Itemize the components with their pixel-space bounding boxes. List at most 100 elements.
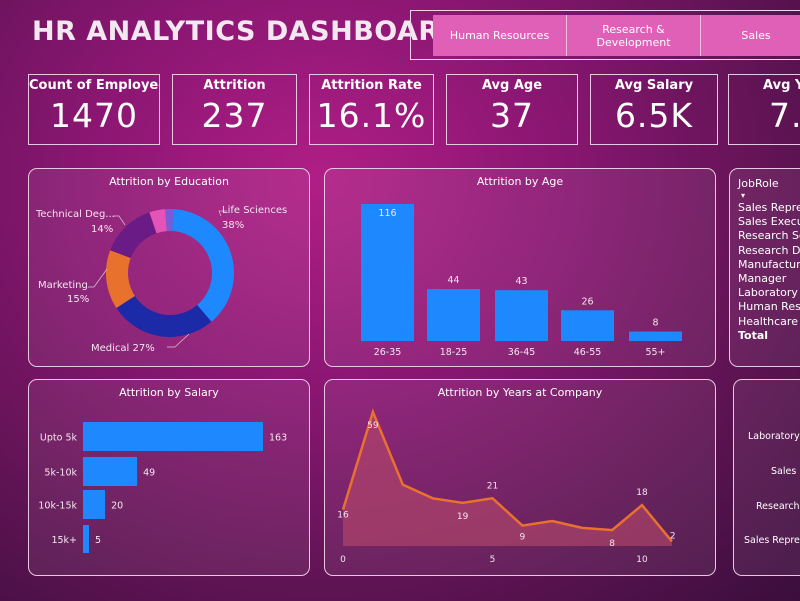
salary-category-label: 15k+ — [51, 535, 77, 546]
jobrole-list: Sales Repres Sales Execut Research Sc Re… — [738, 201, 800, 343]
bottom-right-label: Sales E — [771, 466, 800, 477]
donut-slice-other — [149, 209, 167, 234]
list-item[interactable]: Sales Repres — [738, 201, 800, 214]
education-panel: Attrition by Education Life Sciences 38%… — [28, 168, 310, 367]
department-slicer: Human Resources Research & Development S… — [410, 10, 800, 60]
salary-bar-value: 49 — [143, 468, 155, 479]
age-panel: Attrition by Age 116 26-35 44 18-25 43 36-45 2… — [324, 168, 716, 367]
age-category-label: 18-25 — [440, 347, 468, 358]
age-category-label: 55+ — [645, 347, 665, 358]
list-item[interactable]: Laboratory T — [738, 286, 800, 300]
years-point-label: 19 — [457, 512, 469, 522]
age-bar-36-45 — [495, 290, 548, 341]
donut-slice-human-resources — [165, 209, 174, 232]
bottom-right-label: Research — [756, 501, 800, 512]
salary-chart-title: Attrition by Salary — [119, 386, 219, 399]
salary-bar-15k+ — [83, 525, 89, 553]
slicer-sales[interactable]: Sales — [701, 15, 800, 56]
label-technical-degree: Technical Deg... — [35, 209, 115, 220]
age-bar-value: 26 — [581, 296, 593, 307]
kpi-avg-salary: Avg Salary 6.5K — [590, 74, 718, 145]
salary-category-label: 10k-15k — [38, 501, 77, 512]
education-chart-title: Attrition by Education — [109, 175, 229, 188]
kpi-value: 7.0 — [769, 96, 800, 135]
years-point-label: 2 — [670, 531, 676, 541]
leader-line-marketing — [88, 268, 108, 288]
kpi-label: Avg Salary — [614, 78, 694, 93]
jobrole-header[interactable]: JobRole — [738, 177, 779, 190]
sort-caret-icon[interactable]: ▾ — [741, 191, 746, 200]
age-category-label: 26-35 — [374, 347, 402, 358]
donut-slice-medical — [116, 295, 212, 337]
age-bar-26-35 — [361, 204, 414, 341]
salary-category-label: 5k-10k — [44, 468, 77, 479]
list-item[interactable]: Research Sc — [738, 229, 800, 243]
label-marketing: Marketing — [38, 280, 88, 291]
leader-line-tech — [113, 215, 126, 226]
years-point-label: 8 — [609, 539, 615, 549]
list-item[interactable]: Healthcare R — [738, 314, 800, 328]
bottom-right-panel: Laboratory Sales E Research Sales Repres — [733, 379, 800, 576]
jobrole-panel: JobRole ▾ Sales Repres Sales Execut Rese… — [729, 168, 800, 367]
donut-slice-technical-degree — [110, 212, 157, 259]
bottom-right-label: Laboratory — [748, 431, 800, 442]
salary-bar-value: 163 — [269, 433, 287, 444]
age-bar-18-25 — [427, 289, 480, 341]
salary-bar-value: 20 — [111, 501, 123, 512]
age-bar-chart: 116 26-35 44 18-25 43 36-45 26 46-55 8 55+ — [361, 204, 682, 358]
age-bar-value: 44 — [447, 275, 459, 286]
label-medical: Medical 27% — [91, 343, 155, 354]
years-panel: Attrition by Years at Company 16 59 19 21 9 8… — [324, 379, 716, 576]
years-chart-title: Attrition by Years at Company — [437, 386, 603, 399]
years-point-label: 59 — [367, 421, 379, 431]
list-item[interactable]: Sales Execut — [738, 215, 800, 229]
years-area-chart: 16 59 19 21 9 8 18 2 0 5 10 — [337, 408, 676, 565]
salary-category-label: Upto 5k — [40, 433, 78, 444]
list-item[interactable]: Manager — [738, 272, 787, 286]
years-x-tick: 0 — [340, 555, 346, 565]
salary-bar-5k-10k — [83, 457, 138, 486]
slicer-human-resources[interactable]: Human Resources — [433, 15, 567, 56]
slicer-research-development[interactable]: Research & Development — [567, 15, 701, 56]
kpi-label: Avg Age — [481, 78, 543, 93]
label-technical-degree-pct: 14% — [91, 224, 113, 235]
kpi-avg-years: Avg Ye 7.0 — [728, 74, 800, 145]
years-point-label: 21 — [487, 481, 498, 491]
kpi-attrition-rate: Attrition Rate 16.1% — [309, 74, 434, 145]
donut-slice-life-sciences — [172, 209, 234, 322]
kpi-label: Avg Ye — [763, 78, 800, 93]
dashboard-title: HR ANALYTICS DASHBOARD — [32, 16, 463, 47]
salary-bar-chart: Upto 5k 163 5k-10k 49 10k-15k 20 15k+ 5 — [38, 422, 287, 553]
kpi-value: 1470 — [50, 96, 138, 135]
age-chart-title: Attrition by Age — [476, 175, 564, 188]
salary-bar-10k-15k — [83, 490, 106, 519]
age-bar-value: 116 — [378, 208, 396, 219]
age-bar-value: 43 — [515, 276, 527, 287]
years-point-label: 9 — [520, 533, 526, 543]
leader-line-life — [218, 210, 227, 217]
label-marketing-pct: 15% — [67, 294, 89, 305]
years-point-label: 18 — [636, 488, 648, 498]
salary-bar-value: 5 — [95, 535, 101, 546]
kpi-label: Count of Employee — [29, 78, 160, 93]
years-x-tick: 5 — [490, 555, 496, 565]
list-item[interactable]: Human Reso — [738, 300, 800, 314]
years-area-fill — [343, 412, 672, 546]
label-life-sciences: Life Sciences — [222, 205, 287, 216]
age-bar-46-55 — [561, 310, 614, 341]
years-x-tick: 10 — [636, 555, 648, 565]
years-point-label: 16 — [337, 511, 349, 521]
age-bar-value: 8 — [652, 318, 658, 329]
kpi-value: 6.5K — [614, 96, 694, 135]
years-line — [341, 408, 673, 543]
label-life-sciences-pct: 38% — [222, 220, 244, 231]
kpi-count-employee: Count of Employee 1470 — [28, 74, 160, 145]
age-category-label: 46-55 — [574, 347, 602, 358]
salary-panel: Attrition by Salary Upto 5k 163 5k-10k 49 10… — [28, 379, 310, 576]
list-item[interactable]: Research Di — [738, 243, 800, 257]
kpi-attrition: Attrition 237 — [172, 74, 297, 145]
age-bar-55+ — [629, 331, 682, 341]
list-item[interactable]: Manufactur — [738, 257, 800, 271]
bottom-right-label: Sales Repres — [744, 535, 800, 546]
education-donut-chart: Life Sciences 38% Medical 27% Marketing … — [35, 205, 287, 354]
